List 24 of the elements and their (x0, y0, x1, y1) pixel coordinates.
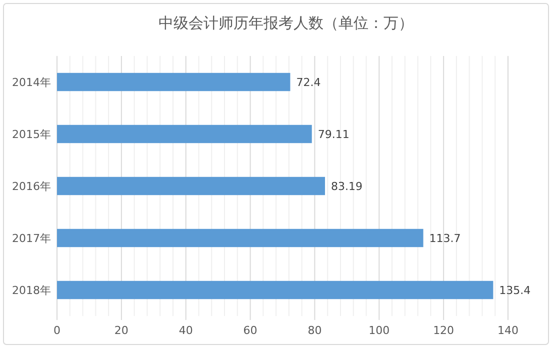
chart-title: 中级会计师历年报考人数（单位：万） (158, 14, 414, 32)
data-label: 113.7 (429, 232, 461, 245)
x-tick-label: 60 (243, 324, 258, 337)
data-label: 72.4 (296, 76, 321, 89)
bar (57, 280, 494, 300)
data-label: 83.19 (330, 180, 362, 193)
data-label: 135.4 (499, 284, 531, 297)
x-tick-label: 40 (178, 324, 193, 337)
x-tick-label: 0 (54, 324, 60, 337)
y-tick-label: 2018年 (12, 284, 51, 297)
y-tick-label: 2014年 (12, 76, 51, 89)
bar (57, 72, 290, 92)
x-tick-label: 20 (114, 324, 128, 337)
x-tick-label: 80 (308, 324, 322, 337)
y-tick-label: 2016年 (12, 180, 51, 193)
bar (57, 124, 312, 144)
y-tick-label: 2017年 (12, 232, 51, 245)
bar (57, 176, 325, 196)
bar (57, 228, 424, 248)
y-tick-label: 2015年 (12, 128, 51, 141)
x-tick-label: 120 (433, 324, 454, 337)
data-label: 79.11 (318, 128, 350, 141)
x-tick-label: 100 (368, 324, 390, 337)
x-tick-label: 140 (498, 324, 518, 337)
